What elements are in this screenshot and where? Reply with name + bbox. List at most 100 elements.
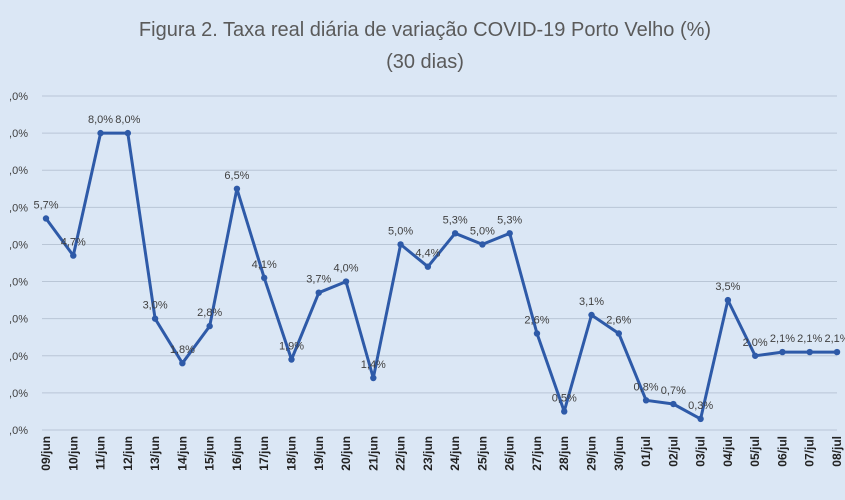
data-label: 2,1% bbox=[824, 333, 845, 345]
x-tick-label: 04/jul bbox=[721, 436, 735, 467]
x-tick-label: 22/jun bbox=[394, 436, 408, 471]
data-point bbox=[479, 241, 486, 248]
x-tick-label: 12/jun bbox=[121, 436, 135, 471]
series-line bbox=[44, 131, 839, 421]
data-label: 5,3% bbox=[497, 214, 522, 226]
x-tick-label: 07/jul bbox=[803, 436, 817, 467]
data-label: 0,7% bbox=[661, 385, 686, 397]
data-point bbox=[233, 185, 241, 192]
data-label: 4,4% bbox=[415, 248, 440, 260]
data-label: 0,8% bbox=[634, 381, 659, 393]
data-label: 2,1% bbox=[770, 333, 795, 345]
x-tick-label: 10/jun bbox=[66, 436, 80, 471]
x-tick-label: 27/jun bbox=[530, 436, 544, 471]
data-point bbox=[642, 397, 650, 404]
y-tick-label: ,0% bbox=[9, 202, 28, 214]
x-tick-label: 19/jun bbox=[312, 436, 326, 471]
data-point bbox=[397, 241, 404, 248]
data-label: 8,0% bbox=[115, 114, 140, 126]
x-tick-label: 28/jun bbox=[557, 436, 571, 471]
data-label: 1,4% bbox=[361, 359, 386, 371]
data-point bbox=[261, 274, 268, 282]
x-tick-label: 11/jun bbox=[94, 436, 108, 470]
data-point bbox=[288, 356, 295, 363]
y-tick-label: ,0% bbox=[9, 128, 28, 140]
data-label: 3,5% bbox=[715, 281, 740, 293]
x-tick-label: 02/jul bbox=[666, 436, 680, 467]
x-tick-label: 13/jun bbox=[148, 436, 162, 471]
data-point bbox=[179, 360, 186, 367]
data-label: 2,0% bbox=[743, 337, 768, 349]
x-tick-label: 06/jul bbox=[775, 436, 789, 467]
data-point bbox=[451, 230, 459, 237]
chart-title-line-1: Figura 2. Taxa real diária de variação C… bbox=[139, 19, 711, 41]
data-point bbox=[724, 296, 732, 304]
y-tick-label: ,0% bbox=[9, 165, 28, 177]
data-label: 3,0% bbox=[143, 300, 168, 312]
chart-title-line-2: (30 dias) bbox=[386, 51, 464, 73]
data-point bbox=[315, 289, 322, 296]
y-tick-label: ,0% bbox=[9, 351, 28, 363]
x-tick-label: 18/jun bbox=[284, 436, 298, 471]
x-tick-label: 26/jun bbox=[503, 436, 517, 471]
y-tick-label: ,0% bbox=[9, 239, 28, 251]
x-tick-label: 20/jun bbox=[339, 436, 353, 471]
data-label: 0,3% bbox=[688, 400, 713, 412]
x-tick-label: 25/jun bbox=[475, 436, 489, 471]
x-tick-label: 05/jul bbox=[748, 436, 762, 467]
x-tick-label: 03/jul bbox=[694, 436, 708, 467]
data-label: 5,0% bbox=[388, 225, 413, 237]
x-tick-label: 24/jun bbox=[448, 436, 462, 471]
data-label: 8,0% bbox=[88, 114, 113, 126]
y-axis-ticks: ,0% ,0% ,0% ,0% ,0% ,0% ,0% ,0% ,0% ,0% bbox=[9, 91, 28, 437]
data-point bbox=[588, 311, 595, 319]
y-tick-label: ,0% bbox=[9, 388, 28, 400]
data-point bbox=[806, 348, 813, 356]
data-point bbox=[370, 374, 377, 382]
x-tick-label: 29/jun bbox=[585, 436, 599, 471]
data-point bbox=[42, 215, 50, 222]
x-tick-label: 23/jun bbox=[421, 436, 435, 471]
data-point bbox=[206, 322, 213, 330]
data-point bbox=[151, 315, 159, 322]
y-tick-label: ,0% bbox=[9, 425, 28, 437]
data-label: 4,7% bbox=[61, 237, 86, 249]
series-line-path bbox=[44, 131, 839, 421]
x-tick-label: 30/jun bbox=[612, 436, 626, 471]
x-tick-label: 21/jun bbox=[366, 436, 380, 471]
data-point bbox=[97, 129, 104, 137]
data-point bbox=[751, 352, 759, 359]
data-point bbox=[506, 230, 513, 237]
y-tick-label: ,0% bbox=[9, 91, 28, 103]
data-label: 0,5% bbox=[552, 392, 577, 404]
data-point bbox=[124, 129, 132, 137]
x-tick-label: 14/jun bbox=[175, 436, 189, 471]
data-label: 2,1% bbox=[797, 333, 822, 345]
data-point bbox=[833, 348, 841, 356]
data-label: 1,8% bbox=[170, 344, 195, 356]
data-label: 2,6% bbox=[606, 315, 631, 327]
data-point bbox=[670, 400, 677, 408]
gridlines bbox=[42, 95, 837, 431]
data-label: 3,7% bbox=[306, 274, 331, 286]
data-point bbox=[70, 252, 77, 259]
data-point bbox=[779, 348, 786, 356]
data-label: 1,9% bbox=[279, 340, 304, 352]
x-tick-label: 01/jul bbox=[639, 436, 653, 467]
data-label: 3,1% bbox=[579, 296, 604, 308]
y-tick-label: ,0% bbox=[9, 314, 28, 326]
data-label: 5,3% bbox=[443, 214, 468, 226]
data-point bbox=[342, 278, 350, 285]
x-axis-ticks: 09/jun 10/jun 11/jun 12/jun 13/jun 14/jun 15/j… bbox=[39, 436, 844, 471]
data-label: 4,1% bbox=[252, 259, 277, 271]
y-tick-label: ,0% bbox=[9, 277, 28, 289]
data-point bbox=[533, 330, 541, 337]
x-tick-label: 15/jun bbox=[203, 436, 217, 471]
data-label: 2,6% bbox=[524, 315, 549, 327]
x-tick-label: 16/jun bbox=[230, 436, 244, 471]
x-tick-label: 17/jun bbox=[257, 436, 271, 471]
data-point bbox=[561, 408, 568, 415]
data-label: 6,5% bbox=[224, 170, 249, 182]
data-point bbox=[424, 263, 432, 270]
